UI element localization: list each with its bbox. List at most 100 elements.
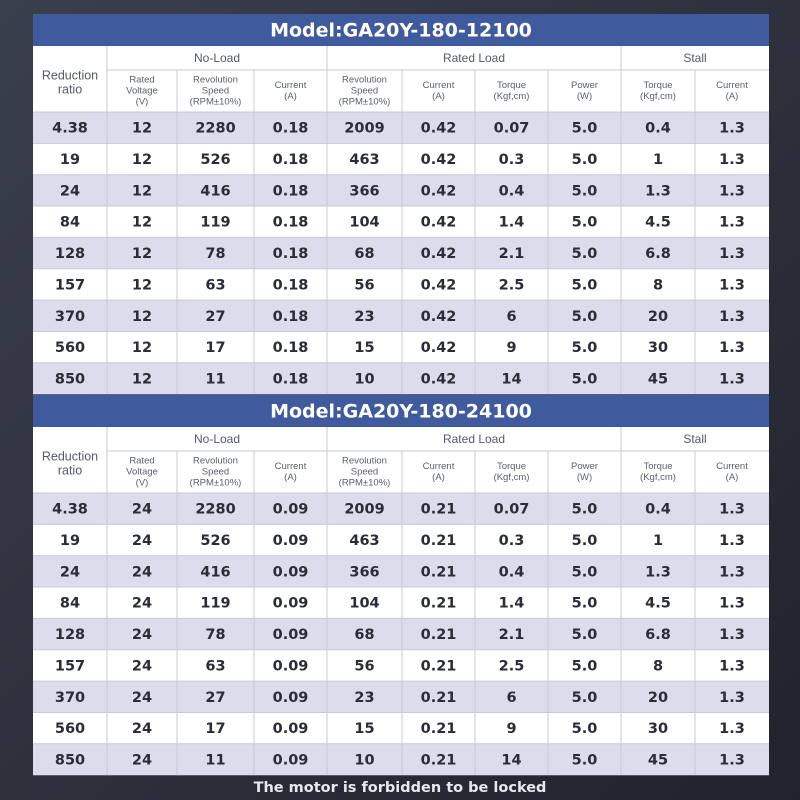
table-cell: 128 (55, 246, 85, 262)
group-header: No-Load (194, 51, 240, 65)
table-cell: 0.3 (499, 533, 525, 549)
column-header: (RPM±10%) (339, 478, 391, 489)
table-cell: 0.4 (645, 121, 671, 137)
table-cell: 5.0 (572, 121, 598, 137)
table-row (33, 237, 769, 269)
table-cell: 63 (205, 277, 225, 293)
table-cell: 23 (354, 309, 374, 325)
table-cell: 5.0 (572, 627, 598, 643)
column-header: Current (716, 461, 748, 472)
column-header: Current (423, 461, 455, 472)
column-header: Torque (643, 80, 672, 91)
table-cell: 78 (205, 246, 225, 262)
table-cell: 0.09 (273, 596, 309, 612)
table-cell: 0.42 (421, 183, 457, 199)
table-cell: 11 (205, 371, 225, 387)
table-cell: 119 (200, 215, 230, 231)
table-cell: 8 (653, 277, 663, 293)
table-cell: 17 (205, 340, 225, 356)
table-cell: 0.4 (499, 183, 525, 199)
table-cell: 24 (132, 752, 152, 768)
table-cell: 12 (132, 371, 152, 387)
table-cell: 0.09 (273, 502, 309, 518)
column-header: Speed (351, 86, 378, 97)
table-cell: 0.3 (499, 152, 525, 168)
table-cell: 1.3 (719, 246, 745, 262)
column-header: (W) (577, 472, 592, 483)
table-cell: 68 (354, 627, 374, 643)
title-bar (33, 14, 769, 46)
table-title: Model:GA20Y-180-12100 (270, 20, 532, 42)
table-cell: 0.18 (273, 277, 309, 293)
table-cell: 12 (132, 121, 152, 137)
table-cell: 5.0 (572, 721, 598, 737)
table-row (33, 493, 769, 525)
table-cell: 10 (354, 752, 374, 768)
table-cell: 0.18 (273, 183, 309, 199)
column-header: (Kgf,cm) (640, 472, 676, 483)
group-header: No-Load (194, 432, 240, 446)
table-row (33, 268, 769, 301)
group-header: Rated Load (443, 51, 505, 65)
table-cell: 0.4 (499, 564, 525, 580)
column-header: (RPM±10%) (339, 97, 391, 108)
table-cell: 0.18 (273, 152, 309, 168)
table-cell: 2280 (195, 121, 235, 137)
table-cell: 24 (132, 658, 152, 674)
table-cell: 56 (354, 277, 374, 293)
table-cell: 0.18 (273, 121, 309, 137)
table-cell: 1.3 (719, 564, 745, 580)
table-cell: 6.8 (645, 627, 671, 643)
column-header: (RPM±10%) (190, 478, 242, 489)
table-cell: 5.0 (572, 340, 598, 356)
table-cell: 1.3 (719, 121, 745, 137)
table-cell: 366 (349, 183, 379, 199)
table-cell: 24 (60, 183, 80, 199)
table-cell: 0.09 (273, 564, 309, 580)
table-cell: 5.0 (572, 533, 598, 549)
table-cell: 560 (55, 340, 85, 356)
table-cell: 0.21 (421, 658, 457, 674)
table-cell: 4.38 (52, 121, 88, 137)
table-cell: 0.09 (273, 721, 309, 737)
table-cell: 157 (55, 658, 85, 674)
column-header: (Kgf,cm) (494, 91, 530, 102)
table-cell: 56 (354, 658, 374, 674)
table-cell: 1.4 (499, 215, 525, 231)
table-cell: 2.5 (499, 277, 525, 293)
table-cell: 850 (55, 371, 85, 387)
table-cell: 1.3 (645, 183, 671, 199)
table-cell: 12 (132, 183, 152, 199)
table-cell: 6.8 (645, 246, 671, 262)
table-cell: 5.0 (572, 152, 598, 168)
table-cell: 0.42 (421, 152, 457, 168)
column-header: Current (423, 80, 455, 91)
column-header: (RPM±10%) (190, 97, 242, 108)
table-cell: 1.3 (719, 690, 745, 706)
table-row (33, 524, 769, 556)
table-cell: 5.0 (572, 309, 598, 325)
table-cell: 0.18 (273, 309, 309, 325)
column-header: Torque (497, 461, 526, 472)
header-label: Reduction (42, 68, 98, 82)
table-cell: 5.0 (572, 502, 598, 518)
table-cell: 1.3 (719, 183, 745, 199)
table-cell: 24 (132, 596, 152, 612)
table-cell: 0.42 (421, 121, 457, 137)
column-header: Speed (202, 86, 229, 97)
table-cell: 14 (501, 752, 521, 768)
table-cell: 463 (349, 533, 379, 549)
table-cell: 526 (200, 152, 230, 168)
table-cell: 1.3 (719, 277, 745, 293)
table-cell: 1.3 (719, 721, 745, 737)
table-cell: 30 (648, 340, 668, 356)
column-header: Current (275, 80, 307, 91)
table-cell: 416 (200, 564, 230, 580)
table-cell: 9 (506, 340, 516, 356)
table-cell: 1 (653, 152, 663, 168)
table-cell: 5.0 (572, 690, 598, 706)
table-row (33, 143, 769, 175)
table-cell: 0.09 (273, 627, 309, 643)
